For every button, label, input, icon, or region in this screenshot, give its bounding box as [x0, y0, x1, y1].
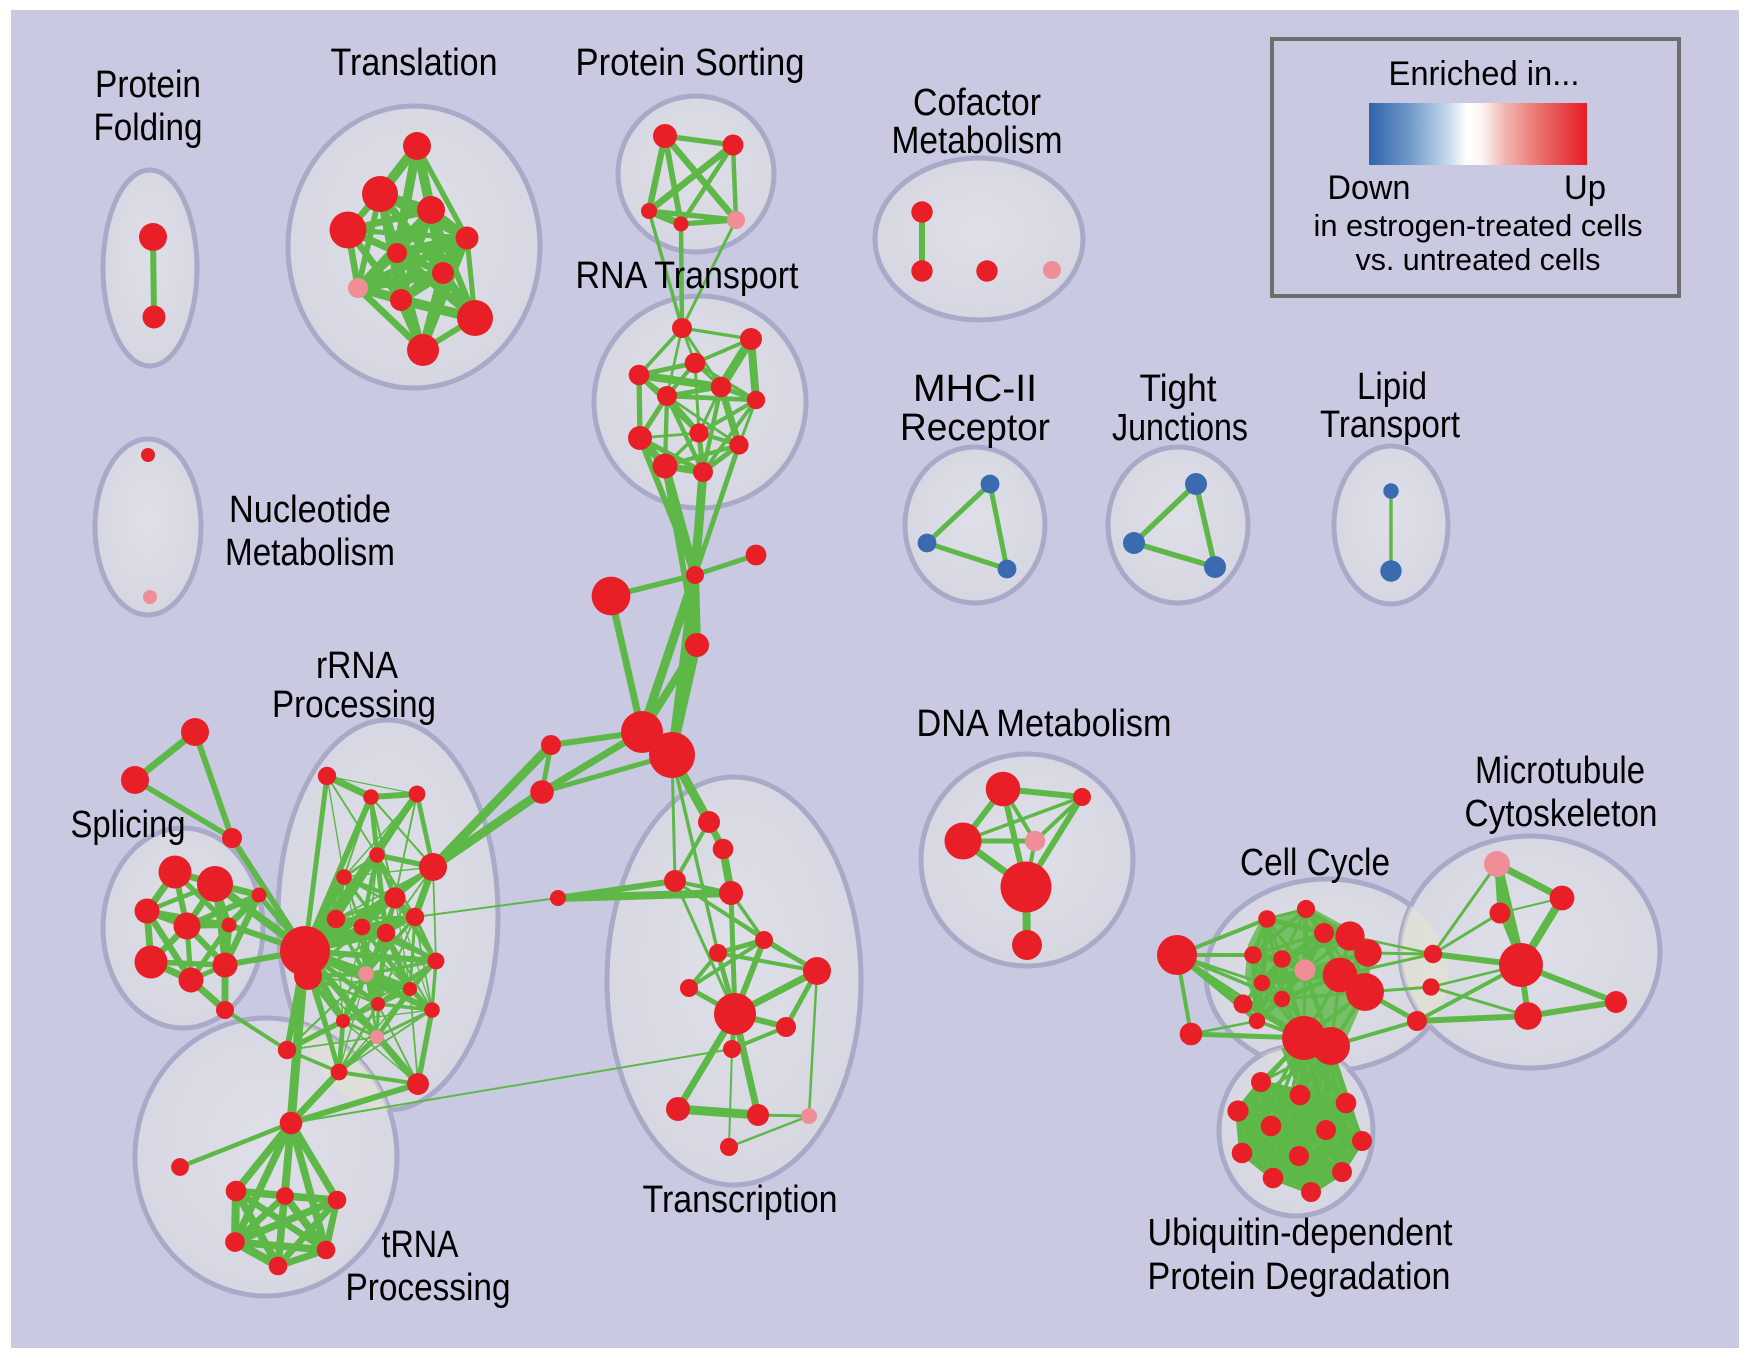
svg-text:Up: Up [1564, 169, 1606, 207]
svg-text:Protein Sorting: Protein Sorting [576, 42, 805, 84]
svg-text:in estrogen-treated cells: in estrogen-treated cells [1314, 208, 1643, 243]
svg-text:Cell Cycle: Cell Cycle [1240, 842, 1390, 884]
svg-text:vs. untreated cells: vs. untreated cells [1356, 242, 1601, 277]
svg-text:Protein Degradation: Protein Degradation [1148, 1256, 1451, 1298]
svg-text:Nucleotide: Nucleotide [229, 489, 391, 531]
svg-text:Processing: Processing [346, 1267, 511, 1309]
svg-text:Microtubule: Microtubule [1475, 750, 1645, 792]
svg-text:Cytoskeleton: Cytoskeleton [1465, 793, 1658, 835]
svg-text:DNA Metabolism: DNA Metabolism [917, 703, 1172, 745]
svg-text:Metabolism: Metabolism [225, 532, 395, 574]
svg-text:Tight: Tight [1140, 368, 1217, 410]
svg-text:rRNA: rRNA [316, 645, 399, 687]
svg-text:Transport: Transport [1320, 404, 1460, 446]
svg-text:MHC-II: MHC-II [913, 368, 1037, 410]
svg-text:Translation: Translation [331, 42, 498, 84]
svg-text:Protein: Protein [95, 64, 201, 106]
svg-text:Enriched in...: Enriched in... [1389, 55, 1580, 93]
svg-text:RNA Transport: RNA Transport [576, 255, 799, 297]
svg-text:Processing: Processing [272, 684, 436, 726]
svg-text:Receptor: Receptor [900, 407, 1050, 449]
svg-text:tRNA: tRNA [382, 1224, 460, 1266]
svg-text:Folding: Folding [94, 107, 203, 149]
svg-text:Junctions: Junctions [1112, 407, 1248, 449]
svg-text:Ubiquitin-dependent: Ubiquitin-dependent [1148, 1212, 1453, 1254]
svg-text:Splicing: Splicing [71, 804, 186, 846]
svg-text:Lipid: Lipid [1357, 366, 1427, 408]
svg-text:Cofactor: Cofactor [913, 82, 1041, 124]
svg-text:Down: Down [1328, 169, 1411, 207]
svg-text:Metabolism: Metabolism [892, 120, 1063, 162]
svg-text:Transcription: Transcription [643, 1179, 838, 1221]
